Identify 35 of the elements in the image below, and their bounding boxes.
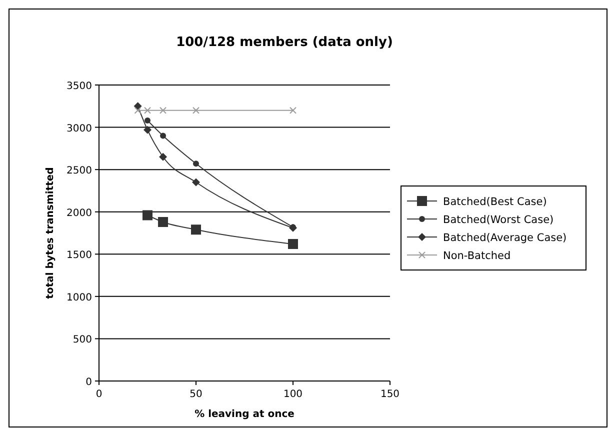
point (144, 118, 150, 124)
point (142, 210, 152, 220)
y-tick-label: 1000 (66, 292, 92, 304)
y-tick-label: 500 (72, 334, 92, 346)
y-tick-label: 0 (86, 377, 92, 388)
point (144, 106, 151, 114)
y-tick-label: 3000 (66, 123, 92, 134)
y-tick-label: 2000 (66, 208, 92, 219)
legend-label: Batched(Best Case) (443, 196, 547, 208)
point (160, 132, 166, 139)
point (288, 238, 298, 249)
y-tick-label: 1500 (66, 250, 92, 262)
legend-label: Non-Batched (443, 250, 511, 262)
point (134, 102, 142, 110)
chart-title: 100/128 members (data only) (176, 35, 393, 50)
point (159, 152, 168, 161)
x-tick-label: 100 (283, 389, 303, 400)
point (144, 126, 152, 134)
y-tick-label: 3500 (66, 81, 92, 92)
x-axis-title: % leaving at once (194, 409, 295, 420)
point (191, 224, 201, 235)
y-axis-title: total bytes transmitted (45, 167, 56, 299)
legend-label: Batched(Average Case) (443, 232, 567, 244)
point (134, 106, 142, 114)
point (158, 217, 168, 228)
legend-label: Batched(Worst Case) (443, 214, 554, 226)
point (160, 106, 167, 114)
y-tick-label: 2500 (66, 166, 92, 177)
point (290, 106, 296, 114)
point (192, 106, 200, 114)
point (192, 178, 200, 186)
x-tick-label: 50 (190, 389, 202, 400)
x-tick-label: 0 (96, 389, 102, 400)
point (193, 160, 199, 167)
x-tick-label: 150 (380, 389, 400, 400)
